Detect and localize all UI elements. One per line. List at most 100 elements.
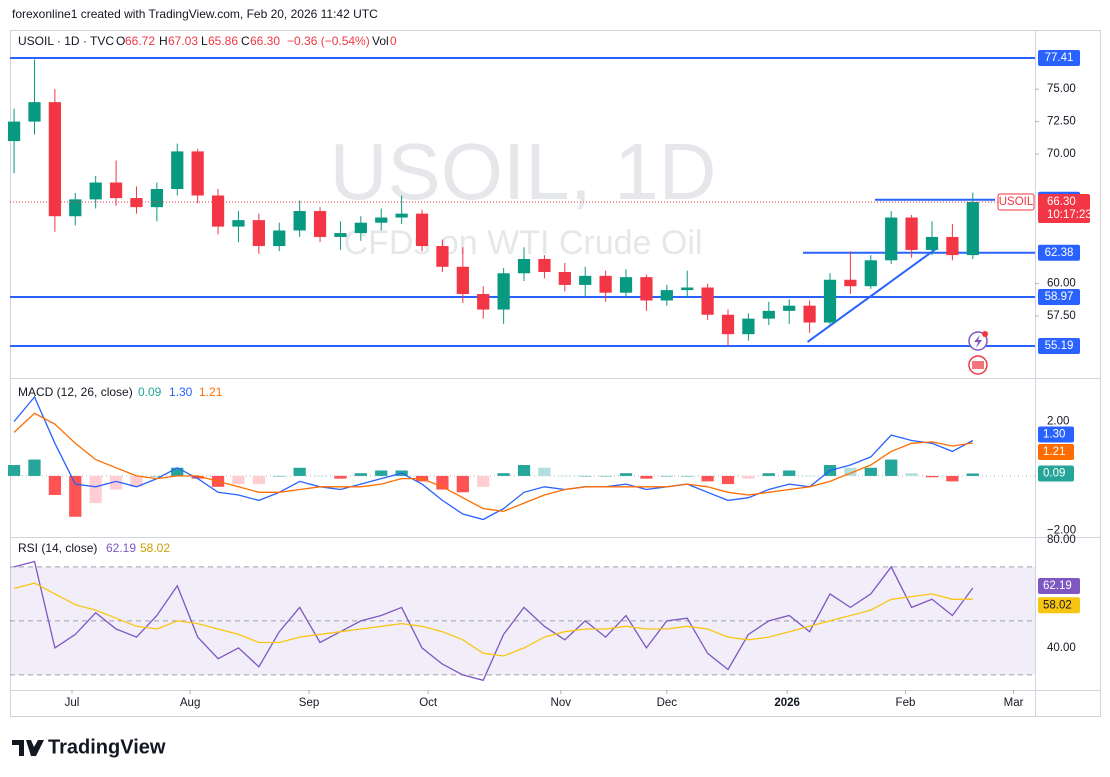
histogram-bar	[191, 475, 204, 479]
histogram-bar	[864, 467, 877, 476]
legend-high: 67.03	[168, 34, 198, 48]
y-tick-label: 72.50	[1047, 116, 1076, 128]
candle-body	[334, 233, 347, 237]
histogram-bar	[579, 475, 592, 477]
symbol-tag: USOIL	[999, 196, 1034, 208]
candle-body	[252, 220, 265, 247]
histogram-bar	[273, 475, 286, 477]
y-tick-label: 70.00	[1047, 148, 1076, 160]
indicator-line	[13, 582, 973, 657]
histogram-bar	[762, 473, 775, 476]
candle-body	[375, 217, 388, 223]
level-label-box	[1038, 288, 1080, 305]
candle-body	[701, 287, 714, 315]
histogram-bar	[477, 475, 490, 487]
indicator-value: 58.02	[140, 541, 170, 555]
value-label-box	[1038, 597, 1080, 614]
candle-body	[681, 287, 694, 291]
candle-body	[69, 199, 82, 217]
value-label: 1.21	[1043, 446, 1065, 458]
histogram-bar	[885, 459, 898, 476]
candle-body	[640, 277, 653, 301]
histogram-bar	[232, 475, 245, 485]
x-tick-label: Sep	[299, 697, 319, 709]
candle-body	[171, 151, 184, 189]
candle-body	[150, 189, 163, 208]
trendline	[806, 246, 939, 343]
candle-body	[497, 273, 510, 310]
candle-body	[89, 182, 102, 200]
y-tick-label: 75.00	[1047, 83, 1076, 95]
histogram-bar	[375, 470, 388, 476]
last-price-box	[1038, 193, 1090, 223]
candle-body	[762, 310, 775, 319]
histogram-bar	[293, 467, 306, 476]
candle-body	[415, 213, 429, 247]
histogram-bar	[334, 475, 347, 479]
histogram-bar	[640, 475, 653, 479]
candle-body	[721, 314, 735, 335]
legend-low: 65.86	[208, 34, 238, 48]
histogram-bar	[966, 473, 979, 476]
candle-body	[293, 211, 306, 231]
watermark-title: USOIL, 1D	[330, 127, 717, 216]
histogram-bar	[89, 475, 102, 504]
level-label: 77.41	[1045, 52, 1074, 64]
legend-open-label: O	[116, 34, 125, 48]
indicator-value: 62.19	[106, 541, 136, 555]
indicator-value: 1.30	[169, 385, 193, 399]
indicator-title: MACD (12, 26, close)	[18, 385, 133, 399]
histogram-bar	[925, 475, 939, 478]
legend-low-label: L	[201, 34, 208, 48]
value-label-box	[1038, 465, 1074, 482]
y-tick-label: 57.50	[1047, 310, 1076, 322]
candle-body	[619, 277, 633, 293]
x-tick-label: Nov	[551, 697, 572, 709]
candle-body	[599, 275, 612, 293]
brand-name: TradingView	[48, 736, 166, 758]
histogram-bar	[660, 475, 673, 477]
candle-body	[966, 201, 979, 256]
candle-body	[28, 102, 41, 122]
countdown: 10:17:23	[1047, 209, 1092, 221]
y-tick-label: 40.00	[1047, 642, 1076, 654]
candle-body	[783, 305, 796, 311]
value-label: 0.09	[1043, 468, 1065, 480]
histogram-bar	[783, 470, 796, 476]
indicator-title: RSI (14, close)	[18, 541, 97, 555]
candle-body	[823, 279, 837, 323]
histogram-bar	[742, 475, 755, 479]
candle-body	[313, 211, 327, 237]
value-label-box	[1038, 443, 1074, 460]
histogram-bar	[946, 475, 959, 482]
brand: TradingView	[12, 736, 166, 758]
candle-body	[885, 217, 898, 261]
x-tick-label: Oct	[419, 697, 438, 709]
candle-body	[109, 182, 123, 199]
candle-body	[946, 236, 959, 256]
flash-icon-bolt	[974, 335, 982, 348]
histogram-bar	[599, 475, 612, 477]
candle-body	[517, 259, 531, 274]
legend: USOIL · 1D · TVC O 66.72 H 67.03 L 65.86…	[18, 34, 397, 48]
candle-body	[558, 271, 571, 285]
flag-icon-body	[972, 361, 984, 369]
histogram-bar	[701, 475, 714, 482]
symbol-tag-box	[997, 193, 1035, 211]
candle-body	[7, 121, 21, 142]
histogram-bar	[558, 475, 571, 477]
histogram-bar	[844, 467, 857, 476]
histogram-bar	[538, 467, 551, 476]
histogram-bar	[109, 475, 123, 490]
x-tick-label: Aug	[180, 697, 200, 709]
legend-volume: 0	[390, 34, 397, 48]
histogram-bar	[354, 473, 367, 476]
x-tick-label: Jul	[65, 697, 80, 709]
histogram-bar	[150, 475, 163, 477]
legend-close-label: C	[241, 34, 250, 48]
level-label-box	[1038, 337, 1080, 354]
candle-body	[538, 259, 551, 272]
x-tick-label: 2026	[774, 697, 800, 709]
